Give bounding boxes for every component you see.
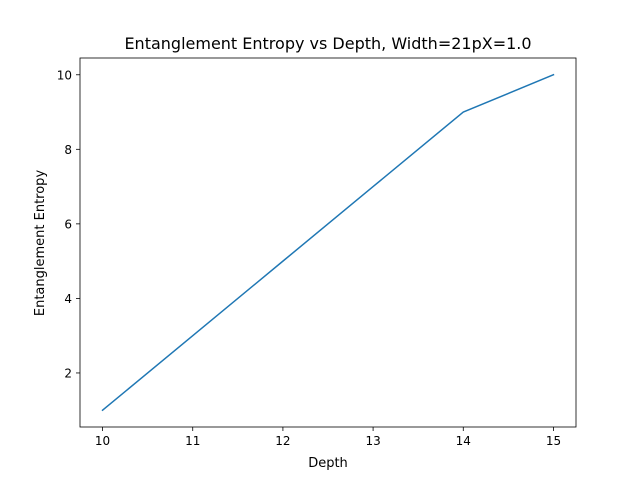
x-tick-label-11: 11 [185,434,200,448]
x-axis-label: Depth [308,456,348,471]
chart-title: Entanglement Entropy vs Depth, Width=21p… [124,34,531,53]
x-tick-label-13: 13 [365,434,380,448]
axes-frame [79,57,577,428]
x-tick-label-15: 15 [546,434,561,448]
x-tick-label-14: 14 [456,434,471,448]
x-tick-label-10: 10 [95,434,110,448]
y-tick-label-2: 2 [64,366,72,380]
y-axis-label: Entanglement Entropy [33,170,48,317]
plot-area: 10 11 12 13 14 15 2 4 6 8 10 [57,57,577,448]
data-line-series-1 [101,73,555,412]
y-tick-label-8: 8 [64,143,72,157]
x-tick-label-12: 12 [275,434,290,448]
y-tick-label-10: 10 [57,68,72,82]
y-tick-label-4: 4 [64,292,72,306]
y-tick-label-6: 6 [64,217,72,231]
